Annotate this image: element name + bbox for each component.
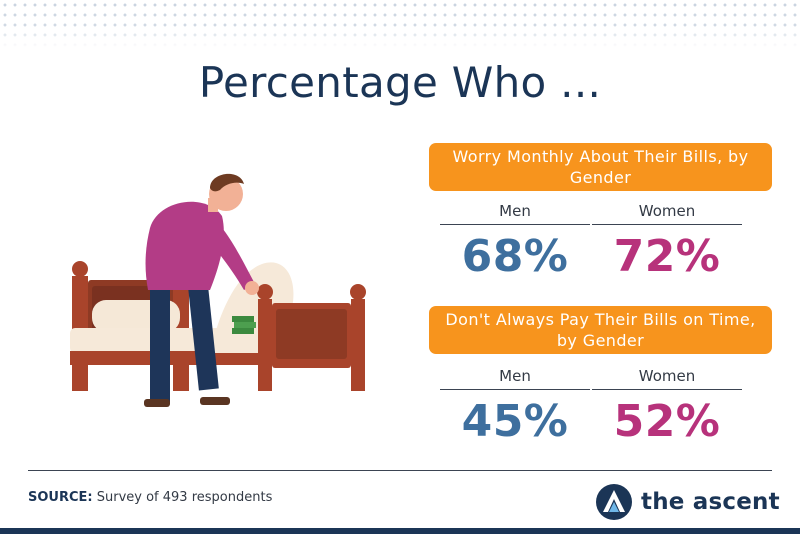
source-label: SOURCE: — [28, 490, 93, 505]
source-text: Survey of 493 respondents — [96, 490, 273, 505]
stat-women-late-pay: Women 52% — [592, 367, 742, 447]
bed-side-rail — [70, 351, 290, 365]
women-value: 52% — [613, 396, 721, 447]
women-value: 72% — [613, 231, 721, 282]
footer-divider — [28, 470, 772, 471]
women-label: Women — [592, 202, 742, 225]
man-making-bed-illustration — [60, 168, 380, 422]
stat-banner-late-pay: Don't Always Pay Their Bills on Time, by… — [429, 306, 772, 354]
source-note: SOURCE: Survey of 493 respondents — [28, 490, 272, 505]
stat-women-worry: Women 72% — [592, 202, 742, 282]
men-value: 45% — [461, 396, 569, 447]
women-label: Women — [592, 367, 742, 390]
brand-logo: the ascent — [595, 482, 780, 522]
stat-men-worry: Men 68% — [440, 202, 590, 282]
brand-name: the ascent — [641, 489, 780, 515]
bottom-bar — [0, 528, 800, 534]
stat-banner-worry: Worry Monthly About Their Bills, by Gend… — [429, 143, 772, 191]
ascent-logo-icon — [596, 484, 632, 520]
bed-footboard — [257, 284, 366, 391]
men-label: Men — [440, 202, 590, 225]
stat-men-late-pay: Men 45% — [440, 367, 590, 447]
dot-pattern-fade — [0, 0, 800, 48]
page-title: Percentage Who ... — [198, 58, 602, 107]
man-figure — [144, 173, 259, 407]
money-stack-icon — [232, 316, 256, 334]
men-value: 68% — [461, 231, 569, 282]
men-label: Men — [440, 367, 590, 390]
